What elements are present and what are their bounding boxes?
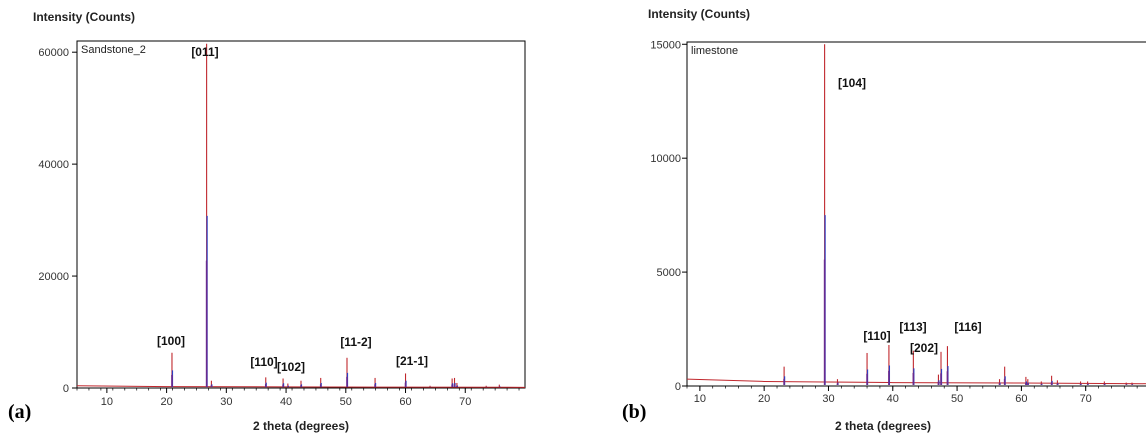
x-tick-label: 30 xyxy=(220,396,232,408)
peak-label: [21-1] xyxy=(396,354,428,368)
x-tick-label: 40 xyxy=(280,396,292,408)
panel-b-axes: 10 20 30 40 50 60 70 0 5000 10000 15000 xyxy=(650,39,1138,405)
y-tick-label: 40000 xyxy=(38,159,69,171)
panel-b-annotations: [104] [110] [113] [202] [116] xyxy=(838,76,982,355)
x-tick-label: 20 xyxy=(160,396,172,408)
peak-label: [104] xyxy=(838,76,866,90)
panel-b-data xyxy=(686,44,1146,385)
x-tick-label: 50 xyxy=(951,393,963,405)
x-tick-label: 60 xyxy=(399,396,411,408)
x-tick-label: 60 xyxy=(1015,393,1027,405)
panel-a-plot-frame xyxy=(76,40,526,389)
panel-b-series-title: limestone xyxy=(691,45,738,57)
peak-label: [116] xyxy=(954,320,981,334)
panel-a-y-axis-label: Intensity (Counts) xyxy=(33,10,135,24)
peak-label: [102] xyxy=(277,360,305,374)
x-tick-label: 70 xyxy=(459,396,471,408)
panel-a-x-axis-label: 2 theta (degrees) xyxy=(253,419,349,433)
panel-b: Intensity (Counts) limestone 10 20 30 40 50 6… xyxy=(622,7,1146,433)
y-tick-label: 60000 xyxy=(38,47,69,59)
panel-b-y-axis-label: Intensity (Counts) xyxy=(648,7,750,21)
x-tick-label: 10 xyxy=(101,396,113,408)
panel-a: Intensity (Counts) Sandstone_2 10 20 30 40 5… xyxy=(8,10,526,433)
background-profile-line xyxy=(686,378,1146,385)
peak-label: [011] xyxy=(191,45,218,59)
panel-a-data xyxy=(76,43,526,388)
x-tick-label: 50 xyxy=(340,396,352,408)
panel-a-axes: 10 20 30 40 50 60 70 0 20000 40000 60000 xyxy=(38,47,520,408)
panel-b-x-axis-label: 2 theta (degrees) xyxy=(835,419,931,433)
y-tick-label: 10000 xyxy=(650,153,681,165)
x-tick-label: 70 xyxy=(1080,393,1092,405)
peak-label: [11-2] xyxy=(340,335,371,349)
y-tick-label: 5000 xyxy=(657,267,681,279)
panel-b-label: (b) xyxy=(622,401,646,423)
peak-label: [100] xyxy=(157,334,185,348)
x-tick-label: 10 xyxy=(694,393,706,405)
peak-label: [110] xyxy=(863,329,890,343)
panel-a-annotations: [100] [011] [110] [102] [11-2] [21-1] xyxy=(157,45,428,374)
panel-b-plot-frame xyxy=(686,41,1146,387)
y-tick-label: 0 xyxy=(675,381,681,393)
x-tick-label: 40 xyxy=(887,393,899,405)
peak-label: [202] xyxy=(910,341,938,355)
peak-label: [113] xyxy=(899,320,926,334)
y-tick-label: 20000 xyxy=(38,271,69,283)
x-tick-label: 20 xyxy=(758,393,770,405)
panel-a-label: (a) xyxy=(8,401,31,423)
y-tick-label: 0 xyxy=(63,383,69,395)
background-profile-line xyxy=(76,385,526,388)
peak-label: [110] xyxy=(250,355,277,369)
panel-a-series-title: Sandstone_2 xyxy=(81,44,146,56)
x-tick-label: 30 xyxy=(822,393,834,405)
y-tick-label: 15000 xyxy=(650,39,681,51)
